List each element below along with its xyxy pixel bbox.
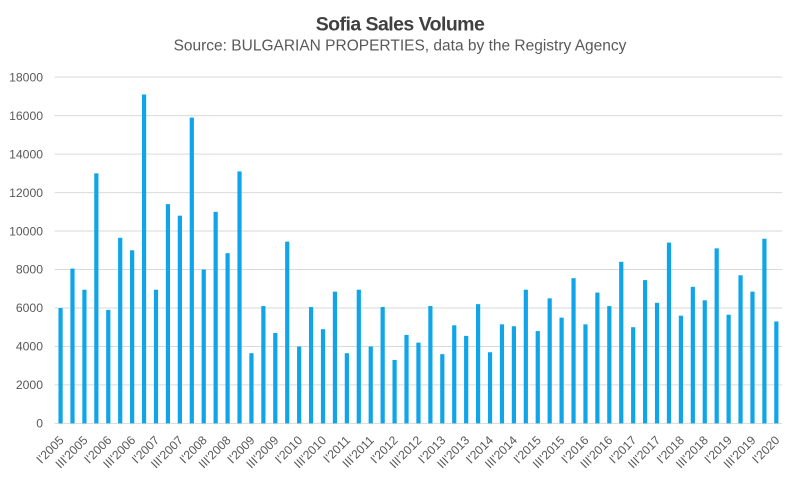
svg-text:4000: 4000	[16, 340, 43, 354]
svg-text:6000: 6000	[16, 301, 43, 315]
svg-text:Sofia Sales Volume: Sofia Sales Volume	[316, 14, 485, 36]
svg-text:14000: 14000	[9, 147, 43, 161]
svg-text:16000: 16000	[9, 109, 43, 123]
svg-text:0: 0	[36, 417, 43, 431]
svg-text:8000: 8000	[16, 263, 43, 277]
svg-text:Source: BULGARIAN PROPERTIES,: Source: BULGARIAN PROPERTIES, data by th…	[174, 38, 627, 55]
svg-text:18000: 18000	[9, 70, 43, 84]
svg-text:2000: 2000	[16, 378, 43, 392]
svg-text:12000: 12000	[9, 186, 43, 200]
svg-text:10000: 10000	[9, 224, 43, 238]
